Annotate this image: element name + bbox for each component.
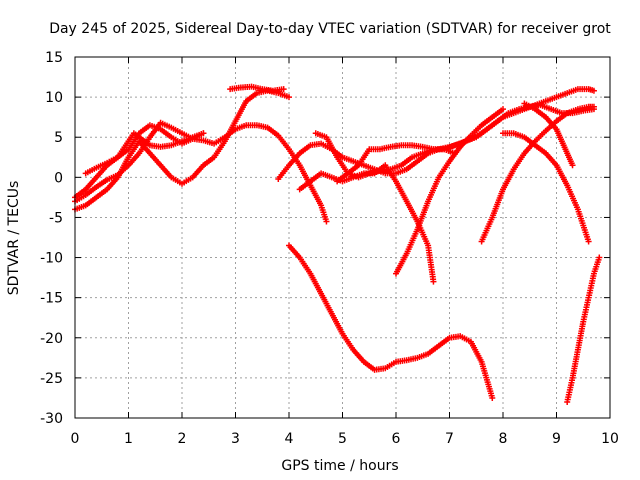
- y-tick-label: 15: [45, 50, 63, 66]
- x-axis-label: GPS time / hours: [281, 458, 398, 474]
- data-point: [323, 218, 330, 225]
- y-tick-label: 0: [54, 170, 63, 186]
- series-arc-12: [500, 130, 592, 245]
- series-arc-4: [72, 122, 207, 201]
- data-point: [585, 238, 592, 245]
- series-layer: [72, 83, 603, 405]
- series-arc-15: [564, 254, 603, 405]
- y-axis-label: SDTVAR / TECUs: [6, 181, 22, 296]
- x-tick-label: 7: [445, 431, 454, 447]
- data-point: [430, 278, 437, 285]
- data-point: [286, 94, 292, 101]
- x-tick-label: 3: [231, 431, 240, 447]
- data-point: [280, 86, 287, 93]
- series-arc-10: [393, 106, 506, 277]
- x-tick-label: 4: [285, 431, 294, 447]
- series-arc-2: [72, 87, 292, 213]
- series-arc-8: [334, 142, 458, 185]
- x-tick-label: 1: [124, 431, 133, 447]
- data-point: [200, 130, 207, 137]
- x-tick-label: 5: [338, 431, 347, 447]
- x-tick-label: 9: [552, 431, 561, 447]
- chart-title: Day 245 of 2025, Sidereal Day-to-day VTE…: [49, 21, 611, 37]
- x-tick-label: 0: [71, 431, 80, 447]
- y-tick-label: -15: [40, 291, 63, 307]
- data-point: [500, 106, 506, 113]
- x-tick-label: 8: [499, 431, 508, 447]
- x-tick-label: 6: [392, 431, 401, 447]
- y-axis-ticks: -30 -25 -20 -15 -10 -5 0 5 10 15: [40, 50, 610, 427]
- data-point: [596, 254, 603, 261]
- y-tick-label: -30: [40, 411, 63, 427]
- series-arc-14: [286, 242, 496, 401]
- y-tick-label: -20: [40, 331, 63, 347]
- data-point: [590, 103, 597, 110]
- series-arc-5: [227, 83, 287, 94]
- y-tick-label: -10: [40, 251, 63, 267]
- y-tick-label: -25: [40, 371, 63, 387]
- data-point: [489, 394, 496, 401]
- x-tick-label: 10: [601, 431, 619, 447]
- data-point: [590, 87, 597, 94]
- y-tick-label: -5: [49, 210, 63, 226]
- x-axis-ticks: 0 1 2 3 4 5 6 7 8 9 10: [71, 57, 619, 447]
- x-tick-label: 2: [178, 431, 187, 447]
- series-arc-13: [521, 100, 576, 169]
- y-tick-label: 5: [54, 130, 63, 146]
- data-point: [569, 162, 576, 169]
- y-tick-label: 10: [45, 90, 63, 106]
